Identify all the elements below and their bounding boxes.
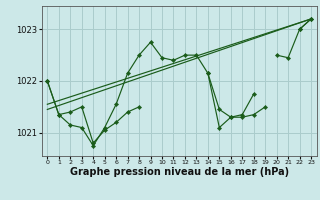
- X-axis label: Graphe pression niveau de la mer (hPa): Graphe pression niveau de la mer (hPa): [70, 167, 289, 177]
